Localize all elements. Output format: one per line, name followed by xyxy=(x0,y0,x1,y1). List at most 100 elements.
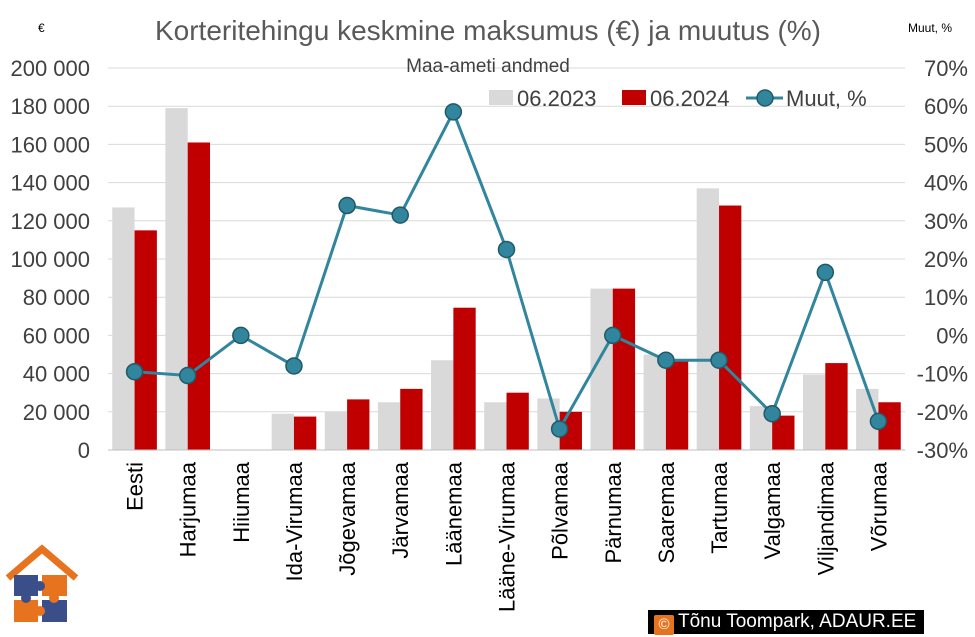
y2-tick-label: 50% xyxy=(924,132,968,157)
y-tick-label: 120 000 xyxy=(10,209,90,234)
grid-lines xyxy=(108,67,905,413)
bar-06.2024-Viljandimaa xyxy=(825,363,848,450)
legend-marker-swatch xyxy=(756,89,774,107)
bar-06.2023-Järvamaa xyxy=(377,402,401,450)
y-tick-label: 200 000 xyxy=(10,56,90,81)
logo-piece-top-right xyxy=(42,575,67,596)
change-marker-Eesti xyxy=(125,362,144,381)
change-marker-Põlvamaa xyxy=(550,420,569,438)
bar-06.2024-Ida-Virumaa xyxy=(293,416,317,450)
y2-tick-label: 20% xyxy=(924,247,968,272)
logo-piece-bottom-left xyxy=(14,600,38,622)
y-tick-label: 180 000 xyxy=(10,94,90,119)
bar-06.2024-Valgamaa xyxy=(772,415,795,450)
legend-swatch-2023 xyxy=(489,90,513,105)
change-marker-Harjumaa xyxy=(178,366,197,385)
change-marker-Hiiumaa xyxy=(232,326,250,345)
y-tick-label: 20 000 xyxy=(23,400,90,425)
bar-06.2023-Jõgevamaa xyxy=(324,411,348,450)
y2-tick-label: -20% xyxy=(917,400,968,425)
category-label: Viljandimaa xyxy=(813,461,838,575)
y2-tick-label: -30% xyxy=(917,438,968,463)
change-line-path xyxy=(134,110,880,431)
y2-tick-label: 40% xyxy=(924,171,968,196)
category-label: Saaremaa xyxy=(654,461,679,563)
logo-knob-2 xyxy=(49,593,59,603)
category-labels: Eesti Harjumaa Hiiumaa Ida-Virumaa Jõgevamaa… xyxy=(123,461,892,612)
change-marker-Lääne-Virumaa xyxy=(497,240,516,259)
category-label: Hiiumaa xyxy=(229,461,254,542)
bar-06.2023-Lääne-Virumaa xyxy=(484,402,507,450)
category-label: Järvamaa xyxy=(388,461,413,558)
bar-06.2024-Pärnumaa xyxy=(612,288,636,450)
bar-06.2024-Saaremaa xyxy=(665,360,689,450)
left-axis-unit: € xyxy=(38,21,45,35)
credit-text: Tõnu Toompark, ADAUR.EE xyxy=(678,611,917,632)
y-tick-label: 0 xyxy=(78,438,90,463)
legend-label-change: Muut, % xyxy=(786,86,867,111)
category-label: Põlvamaa xyxy=(548,461,573,560)
bar-06.2024-Läänemaa xyxy=(453,307,476,450)
logo-knob-1 xyxy=(35,581,45,591)
bar-06.2023-Ida-Virumaa xyxy=(271,413,294,450)
category-label: Lääne-Virumaa xyxy=(495,461,520,612)
bar-06.2023-Eesti xyxy=(112,207,135,450)
bar-06.2024-Eesti xyxy=(134,230,157,450)
copyright-credit: © Tõnu Toompark, ADAUR.EE xyxy=(648,610,925,635)
bar-06.2023-Harjumaa xyxy=(165,108,188,451)
change-marker-Jõgevamaa xyxy=(338,196,356,215)
right-axis-unit: Muut, % xyxy=(908,21,952,35)
category-label: Jõgevamaa xyxy=(335,461,360,576)
change-marker-Läänemaa xyxy=(444,103,463,121)
y2-tick-label: 60% xyxy=(924,94,968,119)
bar-06.2024-Võrumaa xyxy=(878,402,901,450)
change-marker-Viljandimaa xyxy=(816,263,835,282)
bar-06.2023-Tartumaa xyxy=(696,188,720,450)
change-marker-Valgamaa xyxy=(763,404,781,423)
change-marker-Saaremaa xyxy=(657,351,675,369)
bars xyxy=(112,108,901,451)
change-marker-Tartumaa xyxy=(710,351,728,369)
bar-06.2024-Lääne-Virumaa xyxy=(506,392,529,450)
category-label: Valgamaa xyxy=(760,461,785,559)
logo-piece-bottom-right xyxy=(42,600,67,622)
y2-tick-label: -10% xyxy=(917,362,968,387)
change-marker-Järvamaa xyxy=(391,206,409,224)
bar-06.2024-Järvamaa xyxy=(400,388,423,450)
category-label: Läänemaa xyxy=(441,461,466,566)
logo-knob-3 xyxy=(21,593,31,603)
bar-06.2023-Viljandimaa xyxy=(802,374,826,450)
legend: 06.2023 06.2024 Muut, % xyxy=(489,86,867,111)
category-label: Võrumaa xyxy=(866,461,891,551)
change-line xyxy=(125,103,888,438)
y2-tick-label: 0% xyxy=(936,323,968,348)
bar-06.2023-Saaremaa xyxy=(643,354,666,450)
chart-title: Korteritehingu keskmine maksumus (€) ja … xyxy=(155,15,821,46)
y2-tick-label: 70% xyxy=(924,56,968,81)
legend-label-2024: 06.2024 xyxy=(650,86,730,111)
y-tick-label: 60 000 xyxy=(23,323,90,348)
change-marker-Võrumaa xyxy=(869,412,888,431)
left-axis-ticks: 0 20 000 40 000 60 000 80 000 100 000 120 000 1… xyxy=(10,56,90,463)
logo-piece-top-left xyxy=(14,575,38,596)
right-axis-ticks: -30% -20% -10% 0% 10% 20% 30% 40% 50% 60% 70% xyxy=(917,56,968,463)
y2-tick-label: 10% xyxy=(924,285,968,310)
copyright-icon: © xyxy=(654,615,674,635)
house-puzzle-logo xyxy=(5,544,79,622)
logo-roof xyxy=(5,544,79,581)
y-tick-label: 160 000 xyxy=(10,132,90,157)
category-label: Tartumaa xyxy=(707,461,732,553)
category-label: Ida-Virumaa xyxy=(282,461,307,581)
y2-tick-label: 30% xyxy=(924,209,968,234)
category-label: Eesti xyxy=(123,462,148,511)
category-label: Pärnumaa xyxy=(601,461,626,563)
y-tick-label: 80 000 xyxy=(23,285,90,310)
y-tick-label: 100 000 xyxy=(10,247,90,272)
bar-06.2024-Jõgevamaa xyxy=(347,399,370,450)
bar-06.2023-Läänemaa xyxy=(431,360,454,450)
bar-06.2024-Tartumaa xyxy=(719,205,742,450)
y-tick-label: 140 000 xyxy=(10,171,90,196)
legend-swatch-2024 xyxy=(622,90,646,105)
chart-subtitle: Maa-ameti andmed xyxy=(406,56,570,77)
